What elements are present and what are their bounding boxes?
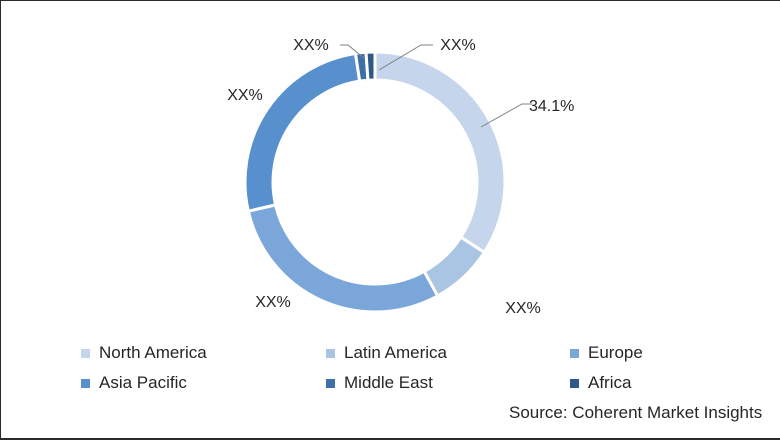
data-label-north-america: 34.1% xyxy=(529,98,574,115)
source-note: Source: Coherent Market Insights xyxy=(509,403,763,422)
data-label-middle-east: XX% xyxy=(293,37,329,54)
data-label-europe: XX% xyxy=(255,294,291,311)
leader-line-middle-east xyxy=(340,44,366,60)
data-label-africa: XX% xyxy=(440,37,476,54)
data-label-group: 34.1% XX% XX% XX% XX% XX% xyxy=(227,37,574,317)
leader-line-group xyxy=(340,44,532,128)
slice-asia-pacific xyxy=(243,51,362,213)
leader-line-north-america xyxy=(480,103,532,128)
slice-africa xyxy=(364,50,377,82)
data-label-latin-america: XX% xyxy=(505,300,541,317)
data-label-asia-pacific: XX% xyxy=(227,87,263,104)
slice-group xyxy=(243,50,507,314)
leader-line-africa xyxy=(378,44,433,71)
slice-north-america xyxy=(373,50,507,255)
